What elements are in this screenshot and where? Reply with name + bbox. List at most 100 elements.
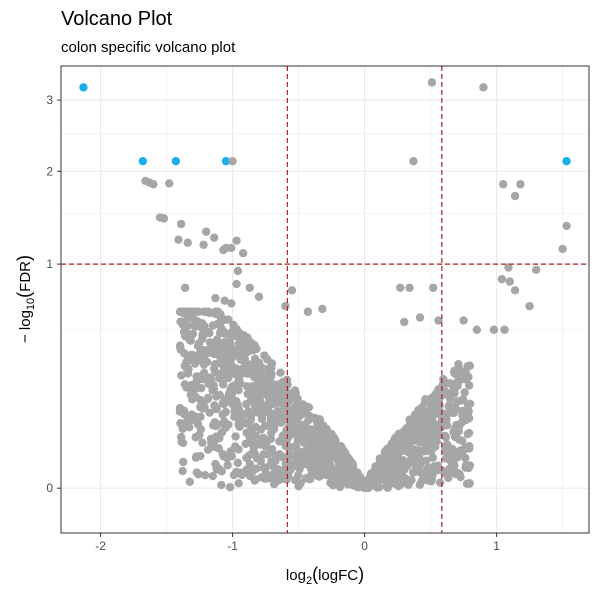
cloud-point bbox=[250, 395, 260, 405]
nonsignificant-point bbox=[489, 325, 499, 334]
cloud-point bbox=[241, 409, 251, 419]
cloud-point bbox=[225, 483, 235, 492]
cloud-point bbox=[450, 383, 459, 393]
cloud-point bbox=[269, 462, 279, 472]
cloud-point bbox=[223, 373, 233, 383]
cloud-point bbox=[179, 457, 188, 467]
cloud-point bbox=[187, 350, 196, 360]
cloud-point bbox=[259, 389, 268, 399]
cloud-point bbox=[439, 374, 448, 384]
y-tick-label: 2 bbox=[46, 164, 53, 178]
cloud-point bbox=[203, 445, 213, 454]
nonsignificant-point bbox=[516, 180, 525, 189]
nonsignificant-point bbox=[409, 156, 418, 166]
nonsignificant-point bbox=[532, 265, 541, 274]
cloud-point bbox=[245, 416, 255, 425]
nonsignificant-point bbox=[176, 219, 186, 229]
cloud-point bbox=[331, 435, 340, 445]
nonsignificant-point bbox=[525, 301, 534, 311]
cloud-point bbox=[453, 377, 462, 386]
cloud-point bbox=[447, 444, 457, 454]
cloud-point bbox=[465, 479, 474, 488]
cloud-point bbox=[263, 370, 272, 379]
cloud-point bbox=[195, 430, 204, 440]
cloud-point bbox=[455, 421, 464, 430]
cloud-point bbox=[215, 328, 225, 338]
cloud-point bbox=[224, 341, 234, 351]
cloud-point bbox=[442, 390, 451, 399]
cloud-point bbox=[199, 357, 208, 366]
cloud-point bbox=[237, 416, 247, 425]
nonsignificant-point bbox=[318, 304, 327, 314]
cloud-point bbox=[196, 384, 206, 393]
cloud-point bbox=[465, 399, 475, 409]
cloud-point bbox=[433, 465, 442, 475]
cloud-point bbox=[212, 335, 222, 344]
minor-gridlines bbox=[61, 66, 589, 533]
cloud-point bbox=[298, 409, 308, 418]
y-tick-label: 0 bbox=[46, 481, 53, 495]
cloud-point bbox=[241, 340, 251, 349]
nonsignificant-point bbox=[497, 274, 507, 284]
y-axis-title: − log10(FDR) bbox=[14, 255, 37, 343]
cloud-point bbox=[304, 416, 313, 425]
cloud-point bbox=[364, 474, 373, 484]
nonsignificant-point bbox=[415, 313, 425, 322]
cloud-point bbox=[190, 322, 200, 331]
cloud-point bbox=[208, 386, 217, 395]
nonsignificant-point bbox=[479, 83, 488, 92]
nonsignificant-point bbox=[245, 283, 254, 292]
cloud-point bbox=[322, 449, 331, 458]
cloud-point bbox=[291, 442, 301, 452]
cloud-point bbox=[231, 432, 240, 441]
cloud-point bbox=[205, 408, 214, 417]
cloud-point bbox=[212, 392, 221, 401]
cloud-point bbox=[239, 330, 248, 340]
nonsignificant-point bbox=[220, 296, 229, 305]
cloud-point bbox=[406, 429, 416, 438]
cloud-point bbox=[200, 307, 210, 316]
cloud-point bbox=[411, 412, 420, 422]
nonsignificant-point bbox=[219, 245, 228, 255]
cloud-point bbox=[250, 476, 259, 485]
cloud-point bbox=[283, 468, 292, 477]
cloud-point bbox=[248, 466, 258, 476]
nonsignificant-point bbox=[228, 156, 237, 166]
nonsignificant-point bbox=[174, 235, 183, 244]
y-tick-label: 3 bbox=[46, 93, 53, 107]
cloud-point bbox=[215, 374, 224, 383]
cloud-point bbox=[203, 393, 213, 403]
cloud-point bbox=[247, 449, 256, 458]
nonsignificant-point bbox=[500, 325, 509, 334]
cloud-point bbox=[332, 454, 341, 464]
cloud-point bbox=[414, 419, 423, 429]
y-axis-title-prefix: − log bbox=[17, 310, 34, 343]
cloud-point bbox=[447, 408, 456, 418]
cloud-point bbox=[424, 444, 434, 453]
cloud-point bbox=[222, 357, 231, 367]
cloud-point bbox=[248, 382, 257, 391]
cloud-point bbox=[219, 380, 228, 389]
cloud-point bbox=[332, 470, 341, 479]
cloud-point bbox=[231, 364, 241, 373]
y-axis-title-argument: FDR bbox=[17, 261, 34, 292]
nonsignificant-point bbox=[227, 243, 236, 253]
nonsignificant-point bbox=[159, 214, 169, 223]
cloud-point bbox=[302, 459, 311, 468]
cloud-point bbox=[313, 431, 323, 441]
cloud-point bbox=[233, 458, 243, 468]
cloud-point bbox=[383, 483, 392, 492]
cloud-point bbox=[422, 411, 432, 420]
cloud-point bbox=[196, 412, 205, 422]
cloud-point bbox=[273, 397, 282, 406]
cloud-point bbox=[322, 442, 331, 451]
cloud-point bbox=[464, 441, 474, 451]
cloud-point bbox=[315, 471, 324, 481]
cloud-point bbox=[458, 395, 468, 404]
nonsignificant-point bbox=[459, 316, 468, 325]
cloud-point bbox=[206, 434, 216, 444]
cloud-point bbox=[266, 418, 275, 427]
cloud-point bbox=[372, 483, 382, 492]
cloud-point bbox=[185, 307, 194, 316]
